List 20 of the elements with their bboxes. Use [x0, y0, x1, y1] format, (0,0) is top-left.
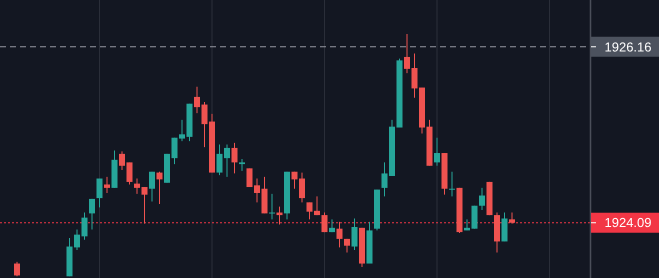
candlestick — [276, 206, 282, 225]
candlestick — [479, 187, 485, 210]
candlestick — [449, 171, 455, 197]
candlestick — [434, 137, 440, 166]
candlestick — [502, 212, 508, 242]
candlestick — [269, 193, 275, 220]
candlestick — [104, 176, 110, 194]
candlestick — [89, 198, 95, 230]
candlestick — [232, 142, 238, 174]
candlestick — [336, 221, 342, 248]
candlestick — [149, 171, 155, 202]
ref-line-label: 1924.09 — [604, 215, 652, 230]
candlestick — [96, 178, 102, 208]
candlestick — [14, 261, 20, 277]
candlestick — [329, 218, 335, 233]
candlestick — [156, 171, 162, 205]
candlestick — [322, 212, 328, 233]
candlestick — [352, 218, 358, 250]
ref-line-label: 1926.16 — [604, 39, 652, 54]
candlestick — [344, 238, 350, 253]
